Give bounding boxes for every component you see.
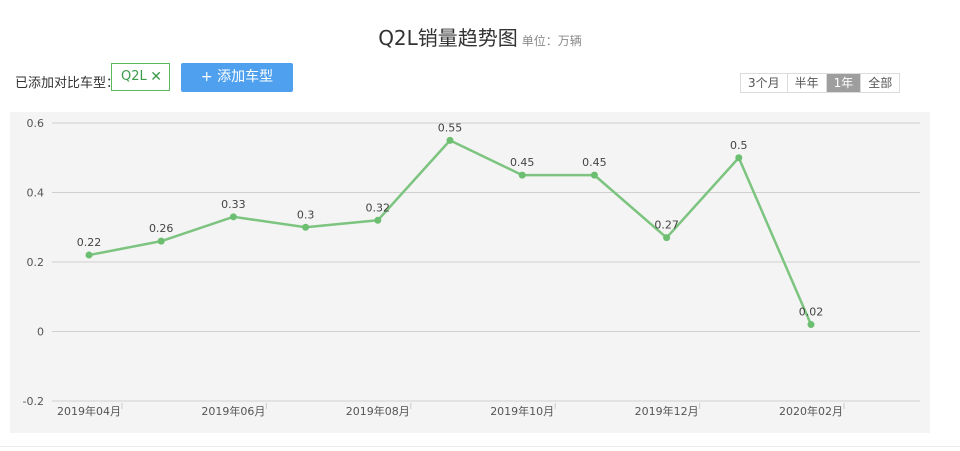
x-tick-label: 2019年10月 xyxy=(490,404,554,418)
time-range-tabs: 3个月 半年 1年 全部 xyxy=(740,73,901,93)
data-point xyxy=(157,237,165,245)
data-label: 0.26 xyxy=(149,222,174,235)
data-point xyxy=(374,216,382,224)
data-label: 0.45 xyxy=(510,156,535,169)
close-icon[interactable]: ✕ xyxy=(150,69,162,85)
tab-3-months[interactable]: 3个月 xyxy=(741,74,788,92)
x-tick-label: 2020年02月 xyxy=(779,404,843,418)
data-label: 0.3 xyxy=(297,208,315,221)
data-point xyxy=(807,321,815,329)
plot-area xyxy=(10,112,930,433)
y-tick-label: 0.6 xyxy=(27,117,45,130)
y-tick-label: 0.4 xyxy=(27,187,45,200)
chart-title-row: Q2L销量趋势图 单位：万辆 xyxy=(0,22,960,52)
data-point xyxy=(229,213,237,221)
model-chip-label: Q2L xyxy=(121,69,147,84)
data-label: 0.45 xyxy=(582,156,607,169)
add-model-button[interactable]: + 添加车型 xyxy=(181,63,293,92)
series-line xyxy=(88,139,813,326)
tab-all[interactable]: 全部 xyxy=(861,74,900,92)
data-point xyxy=(302,223,310,231)
data-point xyxy=(735,154,743,162)
compare-models-label: 已添加对比车型： xyxy=(15,76,120,91)
data-point xyxy=(446,136,454,144)
data-label: 0.32 xyxy=(366,201,391,214)
data-point xyxy=(518,171,526,179)
model-chip-q2l: Q2L ✕ xyxy=(111,63,170,91)
x-tick-label: 2019年08月 xyxy=(346,404,410,418)
tab-1-year[interactable]: 1年 xyxy=(826,74,862,92)
tab-half-year[interactable]: 半年 xyxy=(787,74,827,92)
y-tick-label: 0 xyxy=(37,326,44,339)
x-tick-label: 2019年06月 xyxy=(201,404,265,418)
bottom-divider xyxy=(0,446,960,447)
x-tick-label: 2019年04月 xyxy=(57,404,121,418)
unit-label: 单位：万辆 xyxy=(521,34,582,48)
data-point xyxy=(590,171,598,179)
data-label: 0.5 xyxy=(730,139,748,152)
data-point xyxy=(85,251,93,259)
y-tick-label: 0.2 xyxy=(27,256,45,269)
y-tick-label: -0.2 xyxy=(23,395,44,408)
chart-title: Q2L销量趋势图 xyxy=(378,26,518,50)
data-point xyxy=(663,234,671,242)
data-label: 0.22 xyxy=(77,236,102,249)
data-label: 0.02 xyxy=(799,306,824,319)
data-label: 0.27 xyxy=(654,219,679,232)
data-label: 0.55 xyxy=(438,121,463,134)
x-tick-label: 2019年12月 xyxy=(635,404,699,418)
data-label: 0.33 xyxy=(221,198,246,211)
